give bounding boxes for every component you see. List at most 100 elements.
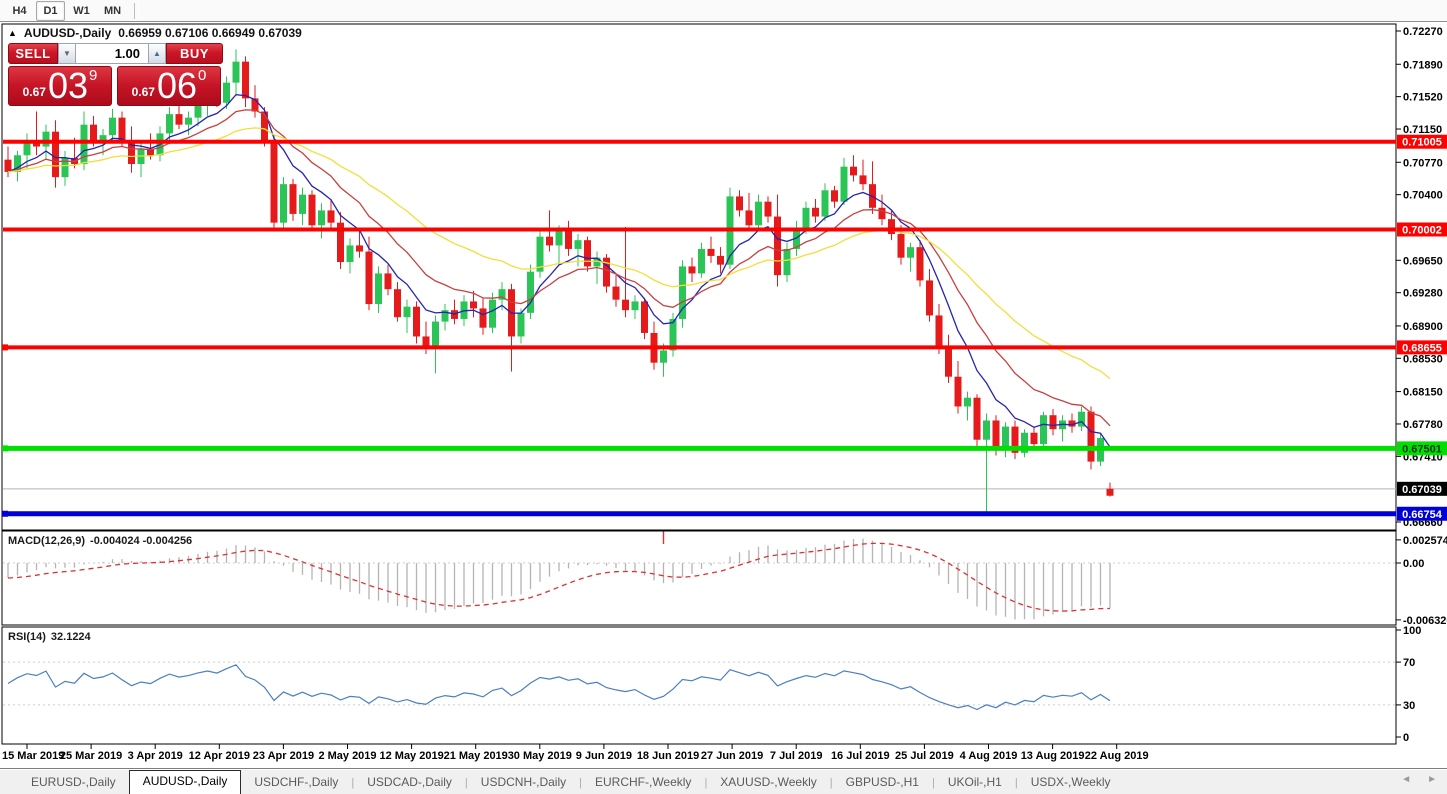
chart-tab-eurchf-weekly[interactable]: EURCHF-,Weekly <box>594 775 692 789</box>
svg-text:0.00: 0.00 <box>1403 558 1424 570</box>
collapse-panel-icon[interactable]: ▲ <box>8 28 17 38</box>
svg-text:13 Aug 2019: 13 Aug 2019 <box>1021 750 1085 762</box>
sell-price-box[interactable]: 0.67 03 9 <box>8 66 112 106</box>
fast-ma <box>7 94 1111 448</box>
svg-text:0.67501: 0.67501 <box>1402 443 1442 455</box>
volume-input[interactable]: 1.00 <box>76 44 148 63</box>
symbol-header: ▲ AUDUSD-,Daily 0.66959 0.67106 0.66949 … <box>8 26 302 40</box>
tab-separator: | <box>704 777 708 789</box>
symbol-ohlc-values: 0.66959 0.67106 0.66949 0.67039 <box>118 26 302 40</box>
svg-text:0.69280: 0.69280 <box>1403 288 1443 300</box>
svg-text:7 Jul 2019: 7 Jul 2019 <box>770 750 823 762</box>
macd-values: -0.004024 -0.004256 <box>90 535 193 547</box>
symbol-title: AUDUSD-,Daily <box>23 26 112 40</box>
svg-text:0.70002: 0.70002 <box>1402 224 1442 236</box>
volume-spinner: ▼ 1.00 ▲ <box>58 43 166 64</box>
tab-separator: | <box>1014 777 1018 789</box>
svg-text:0.71520: 0.71520 <box>1403 92 1443 104</box>
svg-text:0.70770: 0.70770 <box>1403 157 1443 169</box>
chart-tab-ukoil-h1[interactable]: UKOil-,H1 <box>947 775 1002 789</box>
slow-ma <box>7 127 1111 380</box>
macd-name: MACD(12,26,9) <box>8 535 86 547</box>
price-axis-badges: 0.71005 0.70002 0.68655 0.67501 0.67039 0.667… <box>1397 134 1447 521</box>
svg-text:16 Jul 2019: 16 Jul 2019 <box>831 750 890 762</box>
svg-text:0.70400: 0.70400 <box>1403 190 1443 202</box>
svg-text:2 May 2019: 2 May 2019 <box>318 750 376 762</box>
chart-tab-bar: EURUSD-,Daily AUDUSD-,Daily USDCHF-,Daily |… <box>0 768 1447 794</box>
macd-indicator-label: MACD(12,26,9) -0.004024 -0.004256 <box>8 535 192 547</box>
chart-tab-usdchf-daily[interactable]: USDCHF-,Daily <box>254 775 339 789</box>
buy-price-prefix: 0.67 <box>131 85 155 99</box>
svg-text:23 Apr 2019: 23 Apr 2019 <box>253 750 314 762</box>
svg-text:21 May 2019: 21 May 2019 <box>444 750 508 762</box>
macd-signal-line <box>7 542 1111 612</box>
svg-text:0.68150: 0.68150 <box>1403 387 1443 399</box>
candles-layer <box>4 49 1114 513</box>
price-axis: 0.72270 0.71890 0.71520 0.71150 0.70770 0.704… <box>1396 26 1447 744</box>
svg-text:15 Mar 2019: 15 Mar 2019 <box>2 750 64 762</box>
svg-text:0: 0 <box>1403 732 1409 744</box>
svg-text:30: 30 <box>1403 700 1415 712</box>
svg-text:25 Mar 2019: 25 Mar 2019 <box>60 750 122 762</box>
tab-separator: | <box>579 777 582 789</box>
buy-price-pip: 0 <box>198 66 207 84</box>
toolbar-separator <box>134 2 135 19</box>
mid-ma <box>7 109 1111 427</box>
buy-price-box[interactable]: 0.67 06 0 <box>117 66 221 106</box>
svg-text:0.69650: 0.69650 <box>1403 255 1443 267</box>
timeframe-button-d1[interactable]: D1 <box>36 0 65 21</box>
timeframe-button-mn[interactable]: MN <box>103 4 122 17</box>
chart-tabs: EURUSD-,Daily AUDUSD-,Daily USDCHF-,Daily |… <box>18 770 1124 794</box>
svg-text:4 Aug 2019: 4 Aug 2019 <box>960 750 1018 762</box>
sell-price-pip: 9 <box>89 66 98 84</box>
chart-tab-usdcad-daily[interactable]: USDCAD-,Daily <box>367 775 452 789</box>
chart-tab-usdx-weekly[interactable]: USDX-,Weekly <box>1030 775 1111 789</box>
svg-text:0.68900: 0.68900 <box>1403 321 1443 333</box>
svg-text:-0.006326: -0.006326 <box>1403 615 1447 627</box>
tab-separator: | <box>931 777 935 789</box>
sell-price-big: 03 <box>47 65 89 106</box>
chart-tab-xauusd-weekly[interactable]: XAUUSD-,Weekly <box>720 775 817 789</box>
indicator-guide-lines <box>3 562 1396 706</box>
svg-text:100: 100 <box>1403 625 1421 637</box>
tab-scroll-left-icon[interactable]: ◄ <box>1401 774 1412 785</box>
svg-text:9 Jun 2019: 9 Jun 2019 <box>576 750 632 762</box>
svg-text:0.67780: 0.67780 <box>1403 419 1443 431</box>
svg-text:0.68530: 0.68530 <box>1403 353 1443 365</box>
timeframe-buttons: H4 D1 W1 MN <box>4 0 128 21</box>
svg-text:25 Jul 2019: 25 Jul 2019 <box>895 750 954 762</box>
svg-text:22 Aug 2019: 22 Aug 2019 <box>1085 750 1149 762</box>
macd-histogram <box>7 538 1111 620</box>
svg-text:0.67039: 0.67039 <box>1402 484 1442 496</box>
svg-text:27 Jun 2019: 27 Jun 2019 <box>701 750 763 762</box>
panel-frames <box>1 23 1397 745</box>
svg-text:0.71890: 0.71890 <box>1403 59 1443 71</box>
svg-text:12 Apr 2019: 12 Apr 2019 <box>189 750 250 762</box>
timeframe-button-w1[interactable]: W1 <box>73 4 90 17</box>
rsi-line <box>7 664 1111 711</box>
svg-text:0.66754: 0.66754 <box>1402 509 1443 521</box>
chart-tab-eurusd-daily[interactable]: EURUSD-,Daily <box>31 775 116 789</box>
volume-decrease-icon[interactable]: ▼ <box>58 44 76 63</box>
sell-price-prefix: 0.67 <box>22 85 46 99</box>
chart-tab-usdcnh-daily[interactable]: USDCNH-,Daily <box>480 775 567 789</box>
rsi-value: 32.1224 <box>50 631 91 643</box>
chart-tab-gbpusd-h1[interactable]: GBPUSD-,H1 <box>845 775 919 789</box>
volume-increase-icon[interactable]: ▲ <box>148 44 166 63</box>
svg-text:0.72270: 0.72270 <box>1403 26 1443 38</box>
buy-button[interactable]: BUY <box>166 43 223 64</box>
svg-text:18 Jun 2019: 18 Jun 2019 <box>637 750 699 762</box>
toolbar-separator-highlight <box>138 2 139 19</box>
horizontal-level-lines <box>2 139 1396 517</box>
buy-price-big: 06 <box>156 65 198 106</box>
svg-text:70: 70 <box>1403 657 1415 669</box>
tab-scroll-right-icon[interactable]: ► <box>1427 774 1437 785</box>
tab-separator: | <box>829 777 833 789</box>
moving-average-lines <box>7 94 1111 448</box>
sell-button[interactable]: SELL <box>8 43 58 64</box>
tab-separator: | <box>351 777 355 789</box>
chart-tab-audusd-daily[interactable]: AUDUSD-,Daily <box>128 770 242 794</box>
timeframe-button-h4[interactable]: H4 <box>12 4 27 17</box>
